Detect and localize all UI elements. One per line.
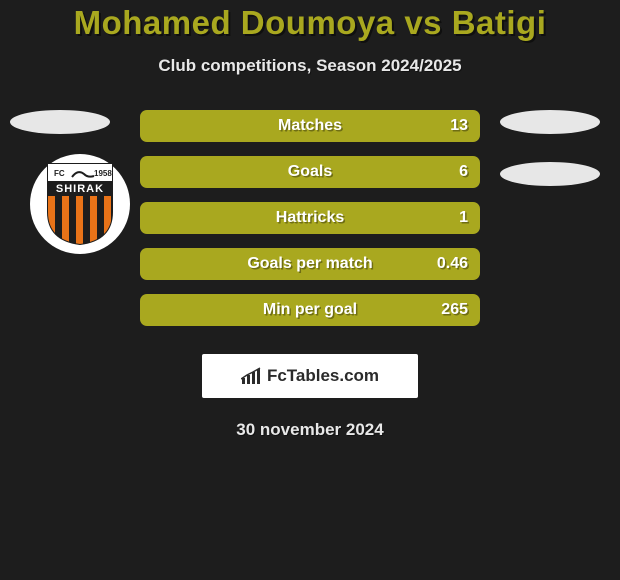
stat-rows: Matches 13 Goals 6 Hattricks 1 Goals per match…: [140, 110, 480, 326]
stat-value: 13: [450, 117, 468, 135]
bar-chart-icon: [241, 367, 263, 385]
brand-text: FcTables.com: [267, 366, 379, 386]
stat-value: 6: [459, 163, 468, 181]
stat-label: Matches: [278, 117, 342, 135]
stat-label: Min per goal: [263, 301, 357, 319]
brand-box: FcTables.com: [202, 354, 418, 398]
stat-row: Min per goal 265: [140, 294, 480, 326]
stat-value: 1: [459, 209, 468, 227]
comparison-card: Mohamed Doumoya vs Batigi Club competiti…: [0, 0, 620, 580]
date-line: 30 november 2024: [0, 420, 620, 440]
stat-label: Goals per match: [247, 255, 372, 273]
stat-value: 0.46: [437, 255, 468, 273]
stat-row: Hattricks 1: [140, 202, 480, 234]
stat-value: 265: [441, 301, 468, 319]
subtitle: Club competitions, Season 2024/2025: [0, 56, 620, 76]
compare-area: FC 1958 SHIRAK Matches13Goals6Hattricks1…: [0, 110, 620, 326]
stat-row: Goals 6: [140, 156, 480, 188]
page-title: Mohamed Doumoya vs Batigi: [0, 4, 620, 42]
stat-row: Goals per match 0.46: [140, 248, 480, 280]
stat-label: Goals: [288, 163, 332, 181]
stat-row: Matches 13: [140, 110, 480, 142]
stat-label: Hattricks: [276, 209, 344, 227]
center-lane: Matches 13 Goals 6 Hattricks 1 Goals per match…: [0, 110, 620, 326]
